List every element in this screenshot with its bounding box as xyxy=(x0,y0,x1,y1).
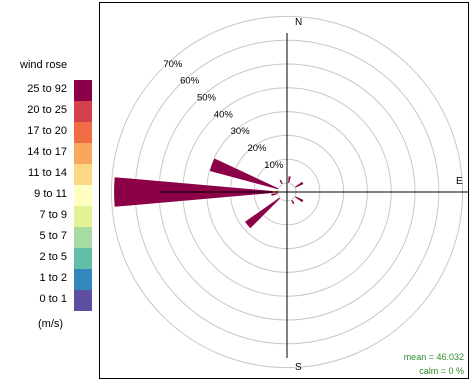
legend-swatch xyxy=(74,80,92,101)
wind-sector xyxy=(244,196,282,230)
legend-swatch xyxy=(74,290,92,311)
wind-sector xyxy=(290,198,296,205)
radial-tick-label: 50% xyxy=(197,92,217,103)
legend-item-label: 5 to 7 xyxy=(39,230,67,242)
legend-item-label: 1 to 2 xyxy=(39,272,67,284)
legend-title: wind rose xyxy=(20,59,68,71)
legend: wind rose 25 to 92 20 to 25 17 to 20 14 to … xyxy=(0,0,99,382)
wind-sector xyxy=(208,157,280,191)
legend-item-label: 11 to 14 xyxy=(28,167,67,179)
legend-swatch xyxy=(74,185,92,206)
legend-item-label: 14 to 17 xyxy=(27,146,67,158)
wind-sector xyxy=(293,195,305,204)
legend-item: 1 to 2 xyxy=(0,269,99,290)
calm-stat: calm = 0 % xyxy=(419,366,464,376)
legend-item: 14 to 17 xyxy=(0,143,99,164)
legend-unit: (m/s) xyxy=(38,318,64,330)
direction-label: S xyxy=(295,362,302,373)
legend-item-label: 25 to 92 xyxy=(27,83,67,95)
axes xyxy=(160,33,468,358)
legend-item-label: 17 to 20 xyxy=(27,125,67,137)
legend-swatch xyxy=(74,164,92,185)
radial-tick-label: 10% xyxy=(264,160,284,171)
legend-item-label: 0 to 1 xyxy=(39,293,67,305)
direction-label: E xyxy=(456,176,463,187)
legend-item: 0 to 1 xyxy=(0,290,99,311)
wind-rose-chart: N E S 10% 20% 30% 40% 50% 60% 70% xyxy=(110,15,468,373)
legend-swatch xyxy=(74,143,92,164)
legend-item-label: 9 to 11 xyxy=(34,188,67,200)
legend-swatch xyxy=(74,248,92,269)
direction-label: N xyxy=(295,17,302,28)
legend-item: 2 to 5 xyxy=(0,248,99,269)
radial-tick-label: 60% xyxy=(180,76,200,87)
legend-swatch xyxy=(74,122,92,143)
radial-tick-label: 30% xyxy=(231,126,251,137)
legend-swatch xyxy=(74,101,92,122)
wind-sector xyxy=(293,180,305,189)
legend-item: 5 to 7 xyxy=(0,227,99,248)
radial-tick-label: 40% xyxy=(214,109,234,120)
legend-item-label: 20 to 25 xyxy=(27,104,67,116)
radial-tick-label: 70% xyxy=(163,59,183,70)
labels: N E S 10% 20% 30% 40% 50% 60% 70% xyxy=(163,17,463,373)
legend-item: 11 to 14 xyxy=(0,164,99,185)
wind-sector xyxy=(278,179,284,186)
plot-area: N E S 10% 20% 30% 40% 50% 60% 70% mean = 46.032 c… xyxy=(99,2,469,379)
legend-item: 17 to 20 xyxy=(0,122,99,143)
legend-item: 25 to 92 xyxy=(0,80,99,101)
legend-item: 9 to 11 xyxy=(0,185,99,206)
wind-sector xyxy=(287,175,292,184)
mean-stat: mean = 46.032 xyxy=(403,352,464,362)
legend-item: 7 to 9 xyxy=(0,206,99,227)
radial-tick-label: 20% xyxy=(247,143,267,154)
legend-swatch xyxy=(74,206,92,227)
legend-swatch xyxy=(74,227,92,248)
legend-item-label: 7 to 9 xyxy=(39,209,67,221)
legend-swatch xyxy=(74,269,92,290)
legend-item-label: 2 to 5 xyxy=(39,251,67,263)
legend-item: 20 to 25 xyxy=(0,101,99,122)
